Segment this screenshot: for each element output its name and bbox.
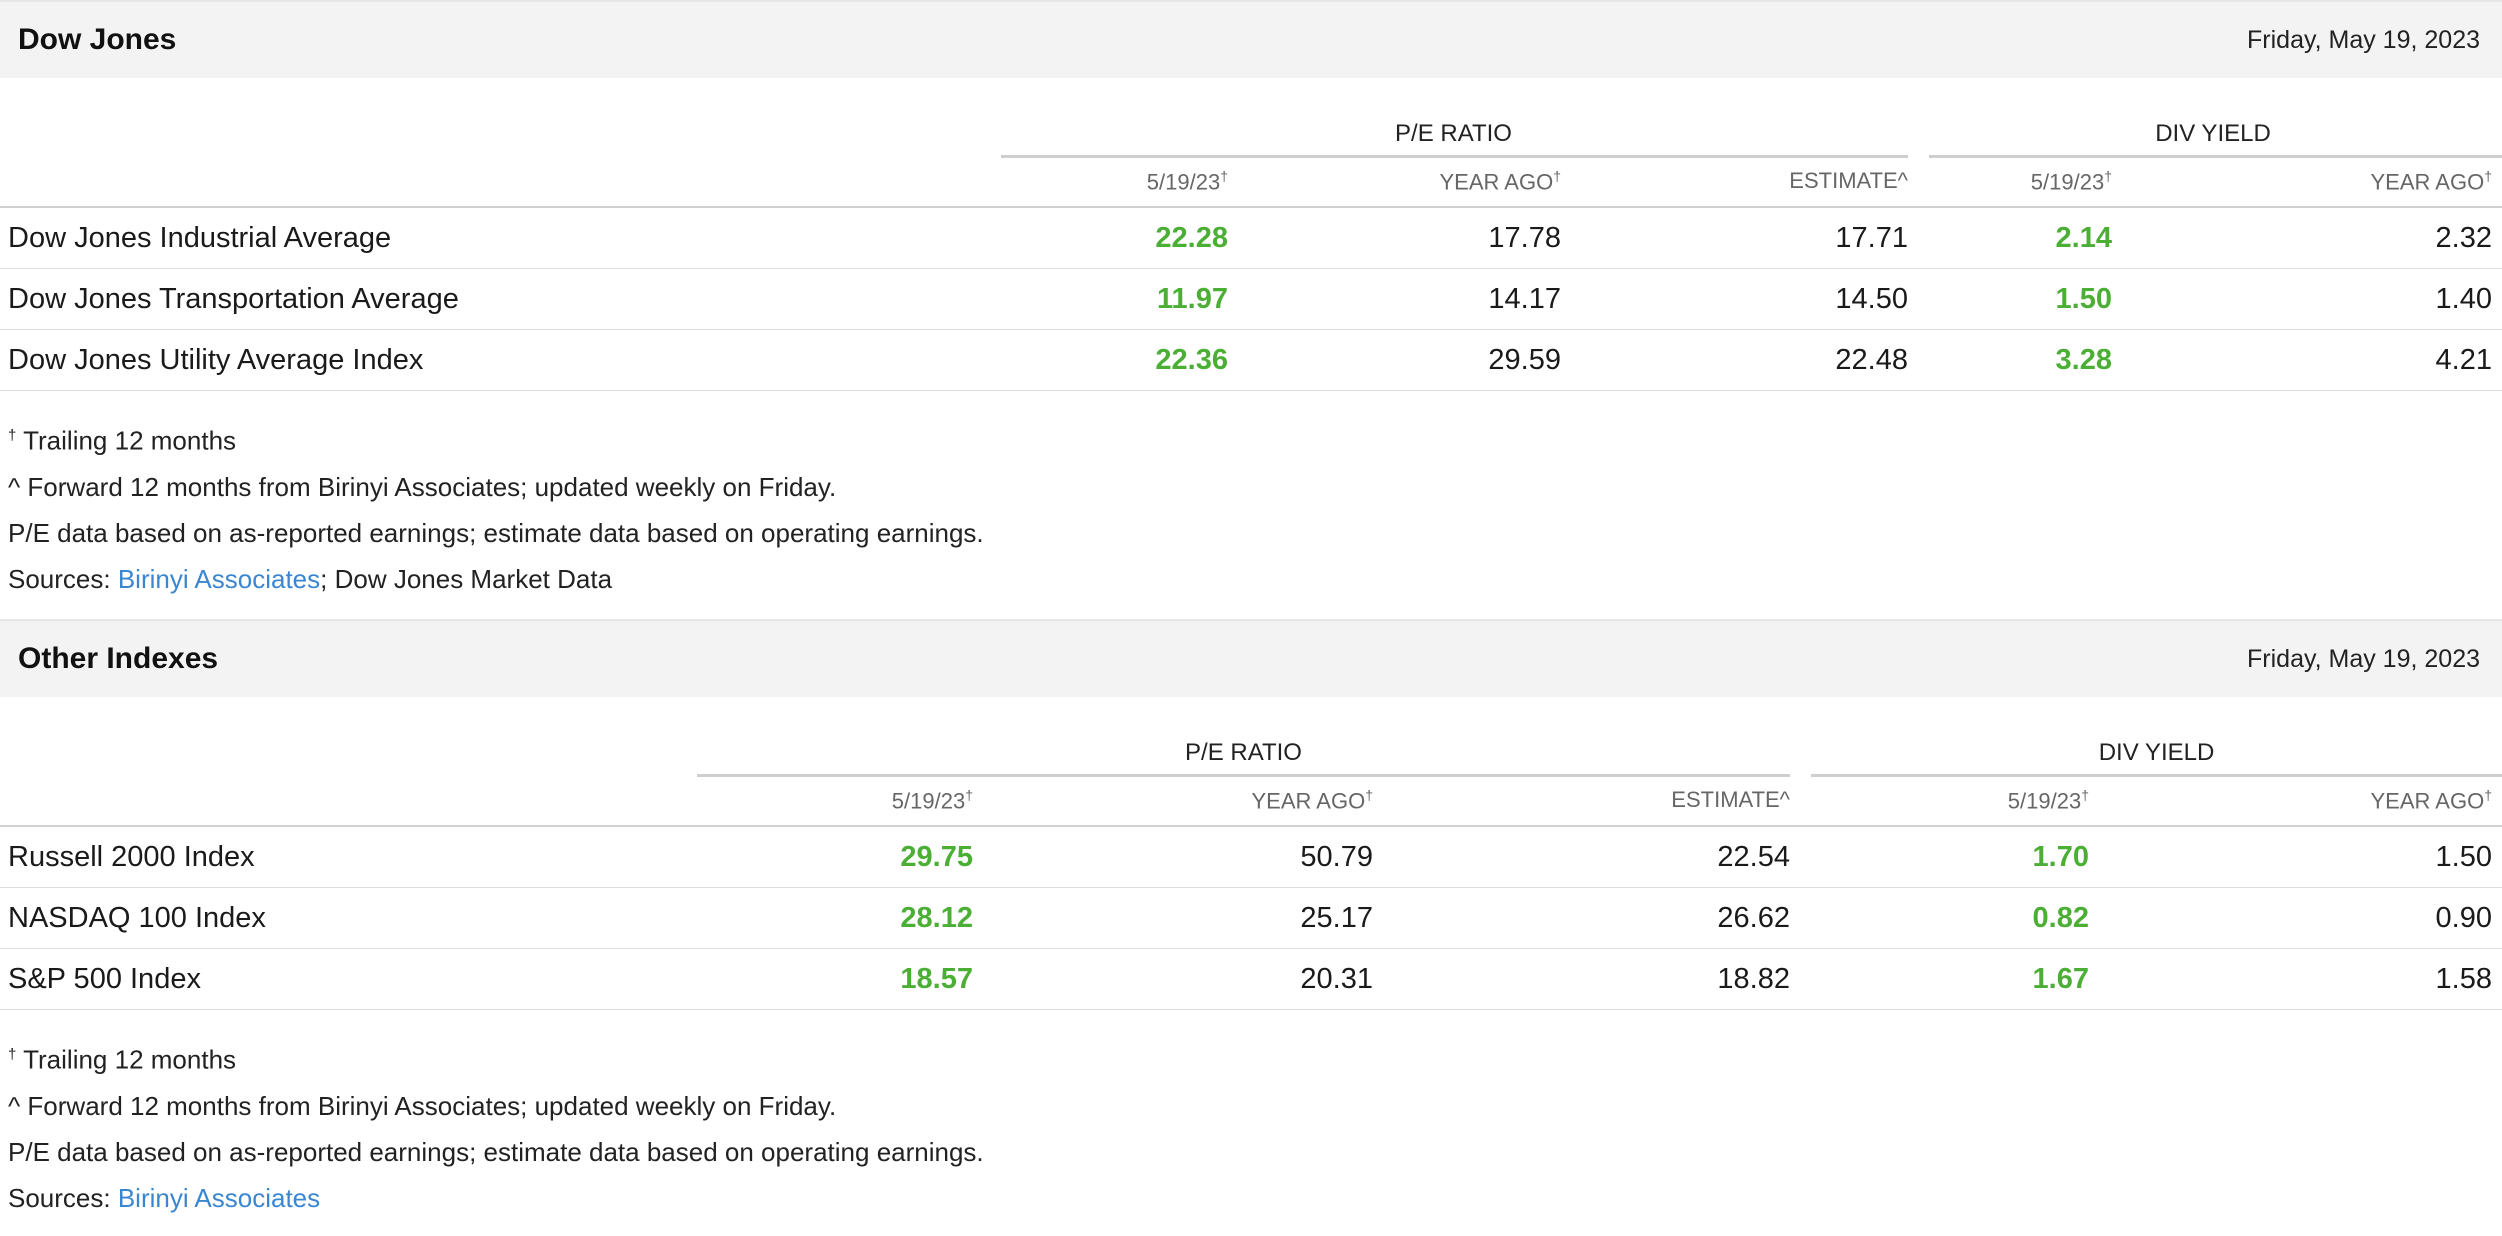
index-name: Dow Jones Industrial Average	[8, 222, 392, 254]
col-header-pe-estimate[interactable]: ESTIMATE^	[1671, 787, 1790, 812]
col-header-pe-estimate[interactable]: ESTIMATE^	[1789, 168, 1908, 193]
pe-estimate-value: 22.54	[1717, 841, 1790, 873]
div-year-ago-value: 0.90	[2435, 902, 2492, 934]
pe-ratio-group-label: P/E RATIO	[1185, 739, 1302, 766]
other-indexes-section: Other Indexes Friday, May 19, 2023 P/E R…	[0, 619, 2502, 1221]
col-header-pe-year-ago[interactable]: YEAR AGO†	[1439, 168, 1561, 195]
col-header-div-year-ago[interactable]: YEAR AGO†	[2370, 787, 2492, 814]
pe-current-value: 22.36	[1155, 344, 1228, 376]
table-row: S&P 500 Index 18.57 20.31 18.82 1.67 1.5…	[0, 949, 2502, 1010]
birinyi-associates-link[interactable]: Birinyi Associates	[117, 1182, 321, 1213]
col-header-div-current[interactable]: 5/19/23†	[2007, 787, 2089, 814]
footnotes: † Trailing 12 months ^ Forward 12 months…	[0, 1010, 2502, 1221]
div-year-ago-value: 1.40	[2435, 283, 2492, 315]
div-current-value: 1.70	[2032, 841, 2089, 873]
div-yield-group-rule	[1929, 155, 2502, 158]
footnote-forward: ^ Forward 12 months from Birinyi Associa…	[8, 471, 837, 502]
table-row: Dow Jones Utility Average Index 22.36 29…	[0, 330, 2502, 391]
footnote-trailing: † Trailing 12 months	[8, 425, 237, 456]
section-header: Other Indexes Friday, May 19, 2023	[0, 619, 2502, 697]
table-row: Dow Jones Industrial Average 22.28 17.78…	[0, 208, 2502, 269]
div-yield-group-label: DIV YIELD	[2155, 120, 2271, 147]
pe-estimate-value: 17.71	[1835, 222, 1908, 254]
footnote-forward: ^ Forward 12 months from Birinyi Associa…	[8, 1090, 837, 1121]
pe-year-ago-value: 25.17	[1300, 902, 1373, 934]
div-year-ago-value: 1.58	[2435, 963, 2492, 995]
index-name: NASDAQ 100 Index	[8, 902, 266, 934]
column-header-row: 5/19/23† YEAR AGO† ESTIMATE^ 5/19/23† YE…	[0, 158, 2502, 208]
footnotes: † Trailing 12 months ^ Forward 12 months…	[0, 391, 2502, 619]
col-header-div-current[interactable]: 5/19/23†	[2030, 168, 2112, 195]
index-name: Dow Jones Utility Average Index	[8, 344, 424, 376]
column-group-row: P/E RATIO DIV YIELD	[0, 78, 2502, 158]
div-yield-group-label: DIV YIELD	[2098, 739, 2215, 766]
section-title: Dow Jones	[18, 23, 177, 56]
pe-current-value: 28.12	[900, 902, 973, 934]
pe-estimate-value: 18.82	[1717, 963, 1790, 995]
div-yield-group-rule	[1811, 774, 2502, 777]
pe-year-ago-value: 20.31	[1300, 963, 1373, 995]
section-date: Friday, May 19, 2023	[2247, 25, 2480, 54]
div-current-value: 1.67	[2032, 963, 2089, 995]
col-header-pe-current[interactable]: 5/19/23†	[1146, 168, 1228, 195]
footnote-trailing: † Trailing 12 months	[8, 1044, 237, 1075]
div-year-ago-value: 4.21	[2435, 344, 2492, 376]
col-header-pe-year-ago[interactable]: YEAR AGO†	[1251, 787, 1373, 814]
birinyi-associates-link[interactable]: Birinyi Associates	[117, 563, 321, 594]
table-row: NASDAQ 100 Index 28.12 25.17 26.62 0.82 …	[0, 888, 2502, 949]
table-row: Dow Jones Transportation Average 11.97 1…	[0, 269, 2502, 330]
section-header: Dow Jones Friday, May 19, 2023	[0, 0, 2502, 78]
div-current-value: 3.28	[2055, 344, 2112, 376]
pe-current-value: 29.75	[900, 841, 973, 873]
pe-ratio-group-rule	[697, 774, 1790, 777]
div-current-value: 0.82	[2032, 902, 2089, 934]
footnote-basis: P/E data based on as-reported earnings; …	[8, 517, 984, 548]
col-header-pe-current[interactable]: 5/19/23†	[891, 787, 973, 814]
pe-current-value: 18.57	[900, 963, 973, 995]
pe-estimate-value: 22.48	[1835, 344, 1908, 376]
footnote-basis: P/E data based on as-reported earnings; …	[8, 1136, 984, 1167]
pe-year-ago-value: 50.79	[1300, 841, 1373, 873]
pe-ratio-group-label-text: P/E RATIO	[1395, 120, 1512, 147]
section-title: Other Indexes	[18, 642, 219, 675]
table-row: Russell 2000 Index 29.75 50.79 22.54 1.7…	[0, 827, 2502, 888]
column-header-row: 5/19/23† YEAR AGO† ESTIMATE^ 5/19/23† YE…	[0, 777, 2502, 827]
index-name: Russell 2000 Index	[8, 841, 255, 873]
div-current-value: 2.14	[2055, 222, 2112, 254]
div-current-value: 1.50	[2055, 283, 2112, 315]
index-name: Dow Jones Transportation Average	[8, 283, 459, 315]
column-group-row: P/E RATIO DIV YIELD	[0, 697, 2502, 777]
pe-estimate-value: 14.50	[1835, 283, 1908, 315]
pe-current-value: 11.97	[1157, 283, 1228, 315]
index-name: S&P 500 Index	[8, 963, 201, 995]
div-year-ago-value: 1.50	[2435, 841, 2492, 873]
pe-estimate-value: 26.62	[1717, 902, 1790, 934]
dow-jones-section: Dow Jones Friday, May 19, 2023 P/E RATIO…	[0, 0, 2502, 619]
col-header-div-year-ago[interactable]: YEAR AGO†	[2370, 168, 2492, 195]
pe-year-ago-value: 29.59	[1488, 344, 1561, 376]
footnote-sources: Sources: Birinyi Associates	[8, 1182, 321, 1213]
pe-ratio-group-rule	[1001, 155, 1908, 158]
pe-year-ago-value: 14.17	[1488, 283, 1561, 315]
pe-year-ago-value: 17.78	[1488, 222, 1561, 254]
div-year-ago-value: 2.32	[2435, 222, 2492, 254]
footnote-sources: Sources: Birinyi Associates; Dow Jones M…	[8, 563, 613, 594]
section-date: Friday, May 19, 2023	[2247, 644, 2480, 673]
pe-current-value: 22.28	[1155, 222, 1228, 254]
